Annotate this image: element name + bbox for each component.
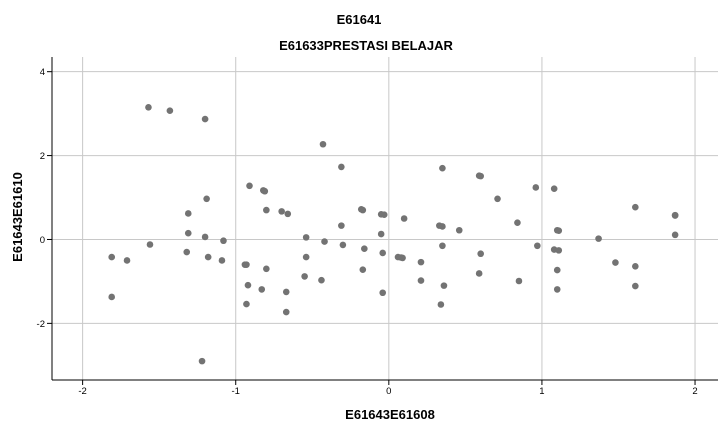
data-point (400, 215, 408, 222)
data-point (145, 104, 152, 111)
data-point (477, 172, 484, 180)
data-point (243, 261, 250, 268)
y-tick-label: 2 (40, 151, 45, 162)
data-point (302, 234, 310, 241)
data-point (201, 115, 209, 123)
data-point (359, 206, 367, 214)
data-point (198, 357, 206, 365)
x-tick-label: 1 (539, 386, 544, 397)
data-point (632, 263, 639, 270)
data-point (246, 182, 253, 190)
y-tick-label: -2 (37, 319, 45, 330)
data-point (632, 282, 639, 290)
data-point (555, 247, 563, 254)
data-point (612, 259, 619, 266)
data-point (377, 230, 385, 238)
data-point (440, 282, 448, 289)
data-point (338, 163, 345, 171)
data-point (203, 195, 210, 203)
data-point (494, 195, 501, 203)
data-point (671, 212, 679, 219)
x-axis-title: E61643E61608 (345, 407, 435, 421)
data-point (108, 293, 116, 301)
data-points (108, 104, 679, 365)
data-point (220, 237, 227, 245)
data-point (379, 289, 387, 297)
tick-labels: -2 -1 0 1 2 -2 0 2 4 (37, 67, 698, 397)
data-point (361, 245, 368, 253)
data-point (437, 301, 445, 308)
data-point (359, 266, 367, 273)
data-point (123, 257, 131, 264)
data-point (477, 250, 484, 258)
data-point (632, 203, 639, 211)
data-point (301, 273, 308, 280)
data-point (338, 222, 345, 229)
data-point (550, 185, 558, 193)
y-tick-label: 0 (40, 235, 45, 246)
x-tick-label: 0 (386, 386, 391, 397)
data-point (243, 300, 250, 308)
data-point (455, 226, 463, 234)
data-point (218, 257, 226, 264)
data-point (555, 227, 563, 234)
data-point (258, 286, 266, 293)
data-point (595, 235, 602, 242)
data-point (184, 210, 192, 217)
data-point (380, 211, 388, 219)
data-point (261, 187, 269, 195)
data-point (553, 286, 561, 293)
data-point (282, 288, 290, 296)
data-point (201, 233, 209, 241)
data-point (439, 223, 446, 230)
data-point (263, 206, 270, 214)
data-point (302, 253, 310, 261)
x-tick-label: -1 (231, 386, 239, 397)
chart-title: E61641 (337, 12, 382, 27)
data-point (532, 184, 540, 191)
data-point (282, 308, 290, 316)
data-point (379, 249, 387, 257)
data-point (439, 164, 446, 172)
data-point (183, 248, 191, 256)
data-point (399, 254, 406, 262)
data-point (318, 276, 325, 284)
data-point (514, 219, 521, 226)
data-point (475, 270, 483, 277)
x-tick-label: 2 (692, 386, 697, 397)
x-tick-label: -2 (78, 386, 86, 397)
data-point (184, 229, 192, 237)
chart-subtitle: E61633PRESTASI BELAJAR (279, 38, 453, 53)
data-point (553, 266, 561, 274)
data-point (263, 265, 270, 273)
data-point (278, 208, 285, 215)
data-point (417, 277, 425, 284)
data-point (146, 241, 154, 248)
data-point (319, 140, 327, 148)
data-point (321, 238, 328, 245)
y-tick-label: 4 (40, 67, 45, 78)
data-point (515, 277, 523, 285)
data-point (244, 281, 252, 289)
grid-lines (52, 57, 718, 380)
data-point (339, 241, 347, 249)
y-axis-title: E61643E61610 (10, 172, 25, 262)
data-point (671, 231, 679, 239)
data-point (439, 242, 446, 250)
data-point (108, 253, 116, 261)
data-point (417, 258, 425, 266)
axes (47, 57, 718, 385)
data-point (534, 242, 541, 250)
data-point (166, 107, 174, 114)
data-point (204, 253, 212, 261)
data-point (284, 210, 292, 218)
